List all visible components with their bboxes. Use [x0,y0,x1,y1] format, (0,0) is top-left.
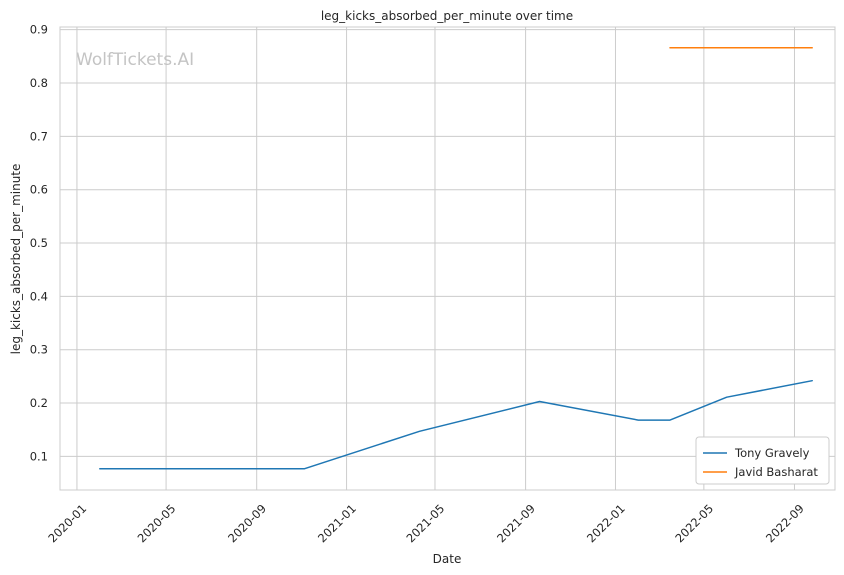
series-lines [99,47,813,470]
grid [60,27,835,490]
x-tick-label: 2021-01 [315,501,359,545]
x-tick-label: 2022-05 [672,501,716,545]
legend-label: Tony Gravely [734,446,810,460]
x-tick-label: 2020-09 [225,501,269,545]
y-tick-label: 0.2 [30,396,48,410]
y-tick-label: 0.1 [30,449,48,463]
y-tick-label: 0.3 [30,343,48,357]
y-tick-label: 0.5 [30,236,48,250]
y-axis-label: leg_kicks_absorbed_per_minute [9,164,23,355]
y-tick-label: 0.7 [30,129,48,143]
y-tick-label: 0.8 [30,76,48,90]
series-line-1 [99,379,813,470]
plot-area-frame [59,26,836,491]
watermark: WolfTickets.AI [76,50,194,70]
x-tick-label: 2022-01 [584,501,628,545]
legend: Tony Gravely Javid Basharat [695,436,830,485]
y-tick-label: 0.6 [30,183,48,197]
x-tick-label: 2022-09 [763,501,807,545]
x-tick-labels: 2020-01 2020-05 2020-09 2021-01 2021-05 2021-… [45,501,806,545]
x-tick-label: 2021-09 [494,501,538,545]
y-tick-label: 0.9 [30,23,48,37]
x-tick-label: 2020-05 [135,501,179,545]
legend-box [695,436,830,485]
y-tick-labels: 0.1 0.2 0.3 0.4 0.5 0.6 0.7 0.8 0.9 [30,23,48,464]
chart-title: leg_kicks_absorbed_per_minute over time [321,9,573,23]
x-tick-label: 2020-01 [45,501,89,545]
y-tick-label: 0.4 [30,289,48,303]
x-axis-label: Date [433,552,462,566]
x-tick-label: 2021-05 [403,501,447,545]
legend-label: Javid Basharat [734,465,818,479]
